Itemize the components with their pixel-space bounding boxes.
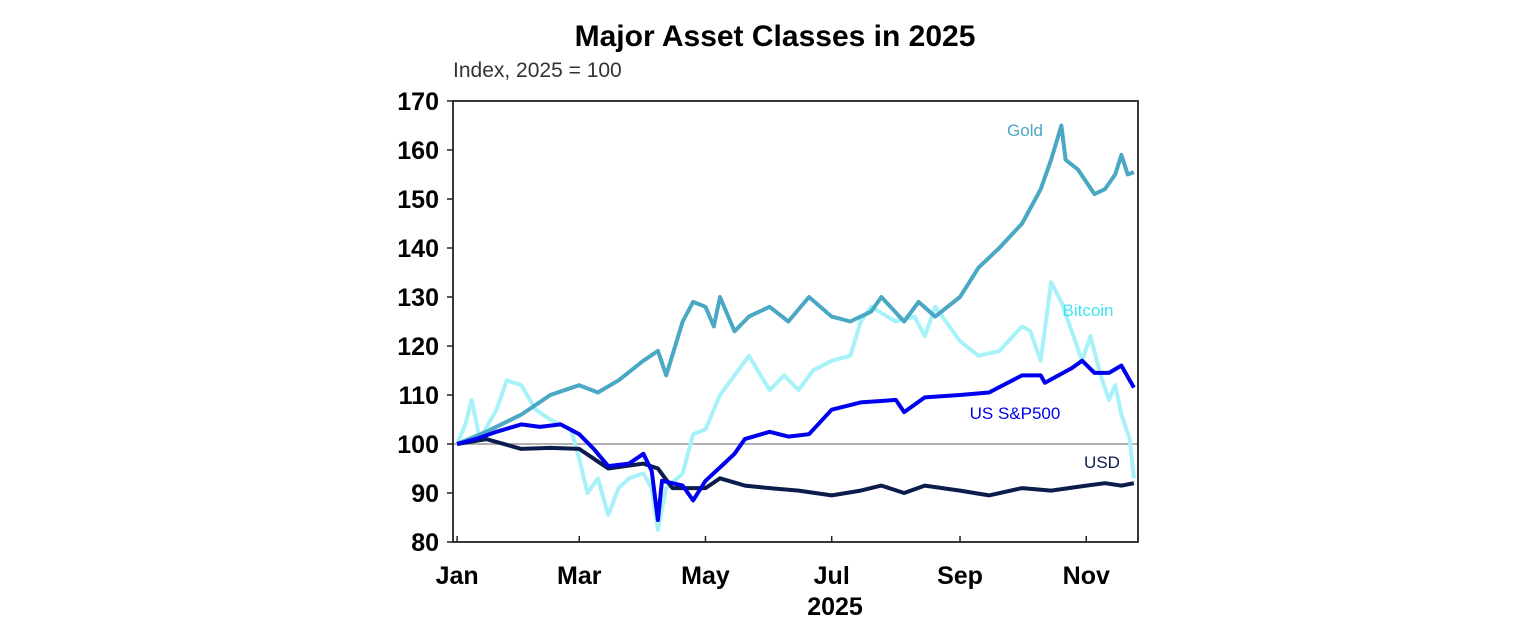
y-tick-label: 120 (397, 333, 439, 361)
x-tick-label: Sep (937, 562, 983, 590)
series-line-usd (456, 437, 1135, 498)
y-tick-label: 150 (397, 186, 439, 214)
x-tick-label: May (681, 562, 730, 590)
x-axis-label: 2025 (807, 593, 863, 621)
y-tick-label: 130 (397, 284, 439, 312)
y-tick-label: 160 (397, 137, 439, 165)
series-label: US S&P500 (970, 404, 1061, 423)
x-tick-label: Jan (436, 562, 479, 590)
x-tick-label: Mar (557, 562, 602, 590)
y-tick-label: 100 (397, 431, 439, 459)
y-tick-label: 80 (411, 529, 439, 557)
series-line-gold (456, 123, 1135, 446)
y-tick-label: 140 (397, 235, 439, 263)
x-tick-label: Nov (1063, 562, 1110, 590)
chart-subtitle: Index, 2025 = 100 (453, 59, 622, 82)
y-tick-label: 110 (399, 382, 439, 410)
series-label: USD (1084, 453, 1120, 472)
y-tick-label: 170 (397, 88, 439, 116)
y-tick-label: 90 (411, 480, 439, 508)
x-tick-label: Jul (814, 562, 850, 590)
series-label: Bitcoin (1062, 301, 1113, 320)
series-label: Gold (1007, 121, 1043, 140)
plot-frame (452, 100, 1139, 543)
series-line-us-s-p500 (456, 358, 1136, 522)
chart-title: Major Asset Classes in 2025 (575, 20, 976, 53)
